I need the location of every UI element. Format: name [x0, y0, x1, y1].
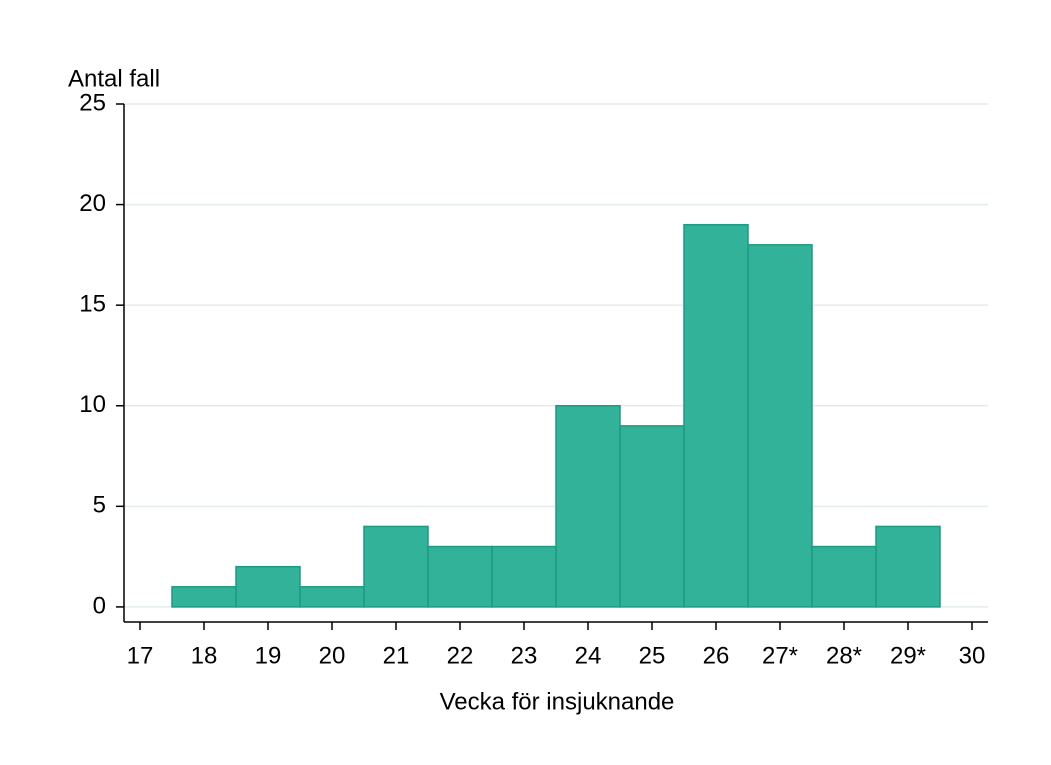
bar	[747, 244, 813, 608]
bar	[619, 425, 685, 608]
bar	[363, 525, 429, 608]
x-tick-label: 23	[511, 642, 538, 669]
x-tick-label: 19	[255, 642, 282, 669]
y-tick-label: 5	[93, 492, 106, 519]
x-tick-label: 25	[639, 642, 666, 669]
bar	[299, 586, 365, 608]
x-tick-label: 22	[447, 642, 474, 669]
bar	[235, 565, 301, 608]
x-tick-label: 29*	[890, 642, 926, 669]
chart-title: Antal fall	[68, 65, 160, 92]
x-tick-label: 18	[191, 642, 218, 669]
y-tick-label: 10	[79, 391, 106, 418]
x-tick-label: 27*	[762, 642, 798, 669]
x-axis-label: Vecka för insjuknande	[440, 688, 675, 715]
x-tick-label: 17	[127, 642, 154, 669]
bar	[491, 545, 557, 608]
x-tick-label: 24	[575, 642, 602, 669]
y-tick-label: 0	[93, 592, 106, 619]
x-tick-label: 28*	[826, 642, 862, 669]
x-tick-label: 20	[319, 642, 346, 669]
bar	[811, 545, 877, 608]
bar	[683, 223, 749, 608]
bar	[555, 404, 621, 608]
y-tick-label: 25	[79, 89, 106, 116]
bar	[427, 545, 493, 608]
bar	[875, 525, 941, 608]
bar	[171, 586, 237, 608]
x-tick-label: 30	[959, 642, 986, 669]
x-tick-label: 26	[703, 642, 730, 669]
y-tick-label: 20	[79, 190, 106, 217]
y-tick-label: 15	[79, 291, 106, 318]
x-tick-label: 21	[383, 642, 410, 669]
